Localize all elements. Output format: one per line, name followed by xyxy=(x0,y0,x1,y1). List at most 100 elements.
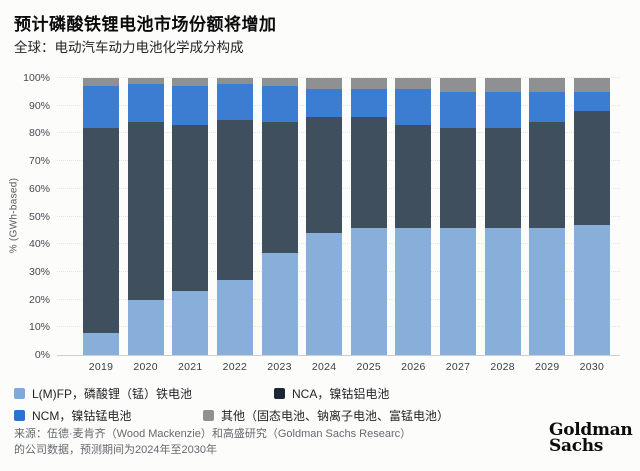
x-axis-label: 2026 xyxy=(401,361,426,373)
legend-item-lfp: L(M)FP，磷酸锂（锰）铁电池 xyxy=(14,385,274,402)
y-axis-tick: 40% xyxy=(28,238,50,251)
bar-segment-ncm xyxy=(216,83,253,120)
bar-segment-nca xyxy=(395,125,432,228)
source-line-2: 的公司数据，预测期间为2024年至2030年 xyxy=(14,443,217,456)
stacked-bar-2019 xyxy=(83,78,119,355)
y-axis-tick: 50% xyxy=(28,210,50,223)
bar-segment-other xyxy=(350,78,387,90)
bar-segment-lfp xyxy=(261,252,298,355)
bar-segment-lfp xyxy=(573,224,610,355)
y-axis-tick: 30% xyxy=(28,265,50,278)
chart-title: 预计磷酸铁锂电池市场份额将增加 xyxy=(14,15,277,34)
bar-segment-lfp xyxy=(83,332,119,355)
bar-segment-nca xyxy=(216,119,253,281)
stacked-bar-2028 xyxy=(484,78,521,355)
bar-segment-other xyxy=(127,78,164,84)
bar-segment-nca xyxy=(83,127,119,333)
legend-label: 其他（固态电池、钠离子电池、富锰电池） xyxy=(221,409,450,423)
bar-segment-ncm xyxy=(529,91,566,123)
stacked-bar-2024 xyxy=(306,78,343,355)
x-axis-label: 2023 xyxy=(267,361,292,373)
bar-segment-other xyxy=(573,78,610,92)
bar-segment-ncm xyxy=(573,91,610,112)
bar-segment-other xyxy=(529,78,566,92)
stacked-bar-2022 xyxy=(216,78,253,355)
x-axis-label: 2027 xyxy=(445,361,471,373)
bar-segment-ncm xyxy=(440,91,476,128)
goldman-sachs-logo: Goldman Sachs xyxy=(549,420,633,457)
bar-segment-ncm xyxy=(395,89,432,126)
bar-series xyxy=(57,78,620,355)
x-axis-label: 2020 xyxy=(133,361,158,373)
legend-item-nca: NCA，镍钴铝电池 xyxy=(274,385,389,402)
legend-label: NCM，镍钴锰电池 xyxy=(32,409,132,423)
bar-segment-nca xyxy=(573,111,610,225)
legend-swatch-nca xyxy=(274,388,285,399)
bar-segment-lfp xyxy=(395,227,432,355)
y-axis-tick: 10% xyxy=(28,321,50,334)
stacked-bar-2021 xyxy=(172,78,209,355)
bar-segment-lfp xyxy=(529,227,566,355)
y-axis-tick: 100% xyxy=(23,72,50,84)
bar-segment-lfp xyxy=(484,227,521,355)
x-axis-label: 2022 xyxy=(222,361,248,373)
y-axis-tick: 60% xyxy=(28,182,50,195)
bar-segment-lfp xyxy=(172,291,209,355)
chart-subtitle: 全球：电动汽车动力电池化学成分构成 xyxy=(14,40,244,55)
x-axis-label: 2019 xyxy=(88,361,114,373)
legend-item-other: 其他（固态电池、钠离子电池、富锰电池） xyxy=(203,407,449,424)
gridline xyxy=(57,77,620,78)
x-axis-label: 2025 xyxy=(356,361,382,373)
y-axis-tick: 70% xyxy=(28,155,50,168)
bar-segment-lfp xyxy=(216,280,253,355)
y-axis-tick: 0% xyxy=(34,349,50,361)
bar-segment-nca xyxy=(306,116,343,234)
stacked-bar-2027 xyxy=(440,78,476,355)
x-axis-label: 2021 xyxy=(177,361,203,373)
legend-swatch-ncm xyxy=(14,410,25,421)
x-axis-label: 2030 xyxy=(579,361,605,373)
stacked-bar-2020 xyxy=(127,78,164,355)
source-line-1: 来源：伍德·麦肯齐（Wood Mackenzie）和高盛研究（Goldman S… xyxy=(14,428,412,440)
bar-segment-ncm xyxy=(83,86,119,128)
plot-area xyxy=(57,77,620,356)
bar-segment-nca xyxy=(261,122,298,253)
bar-segment-lfp xyxy=(350,227,387,355)
bar-segment-lfp xyxy=(127,299,164,355)
source-note: 来源：伍德·麦肯齐（Wood Mackenzie）和高盛研究（Goldman S… xyxy=(14,427,411,459)
bar-segment-ncm xyxy=(306,89,343,117)
bar-segment-lfp xyxy=(306,233,343,355)
legend-label: NCA，镍钴铝电池 xyxy=(292,387,390,401)
bar-segment-nca xyxy=(484,127,521,228)
x-axis-labels: 2019 2020 2021 2022 2023 2024 2025 2026 2027 2028… xyxy=(57,361,620,373)
stacked-bar-2025 xyxy=(350,78,387,355)
legend-label: L(M)FP，磷酸锂（锰）铁电池 xyxy=(32,387,192,401)
legend-swatch-other xyxy=(203,410,214,421)
bar-segment-nca xyxy=(529,122,566,228)
legend-swatch-lfp xyxy=(14,388,25,399)
bar-segment-other xyxy=(216,78,253,84)
y-axis-tick: 90% xyxy=(28,99,50,112)
bar-segment-other xyxy=(306,78,343,90)
bar-segment-ncm xyxy=(350,89,387,117)
y-axis-tick: 20% xyxy=(28,293,50,306)
bar-segment-ncm xyxy=(261,86,298,123)
bar-segment-ncm xyxy=(172,86,209,126)
y-axis-tick: 80% xyxy=(28,127,50,140)
bar-segment-other xyxy=(484,78,521,92)
logo-line-1: Goldman xyxy=(549,420,633,440)
bar-segment-other xyxy=(83,78,119,87)
x-axis-label: 2024 xyxy=(311,361,337,373)
bar-segment-other xyxy=(172,78,209,87)
bar-segment-ncm xyxy=(484,91,521,128)
bar-segment-ncm xyxy=(127,83,164,123)
x-axis-label: 2029 xyxy=(534,361,560,373)
logo-line-2: Sachs xyxy=(549,436,604,457)
stacked-bar-2023 xyxy=(261,78,298,355)
bar-segment-other xyxy=(395,78,432,90)
stacked-bar-2026 xyxy=(395,78,432,355)
chart-legend: L(M)FP，磷酸锂（锰）铁电池 NCA，镍钴铝电池 NCM，镍钴锰电池 其他（固态电… xyxy=(14,385,614,429)
bar-segment-nca xyxy=(440,127,476,228)
x-axis-label: 2028 xyxy=(490,361,515,373)
